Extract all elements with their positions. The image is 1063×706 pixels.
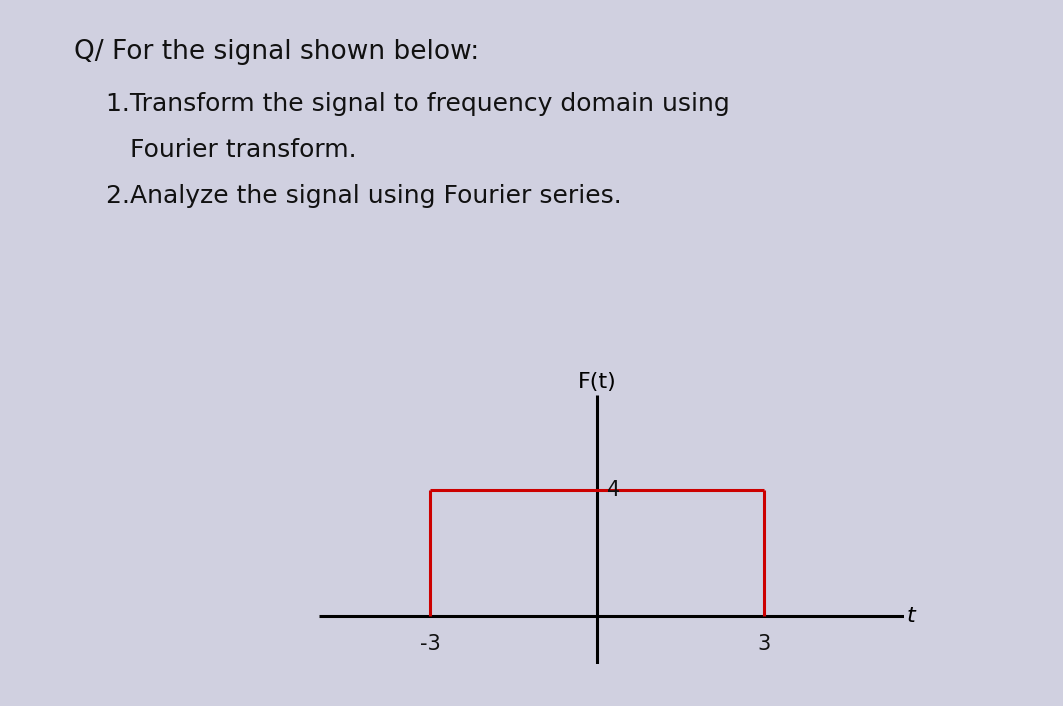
Text: t: t bbox=[907, 606, 915, 626]
Text: Fourier transform.: Fourier transform. bbox=[106, 138, 357, 162]
Text: 4: 4 bbox=[607, 480, 621, 500]
Text: -3: -3 bbox=[420, 634, 441, 654]
Text: 3: 3 bbox=[758, 634, 771, 654]
Text: F(t): F(t) bbox=[578, 372, 617, 393]
Text: Q/ For the signal shown below:: Q/ For the signal shown below: bbox=[74, 39, 479, 65]
Text: 2.Analyze the signal using Fourier series.: 2.Analyze the signal using Fourier serie… bbox=[106, 184, 622, 208]
Text: 1.Transform the signal to frequency domain using: 1.Transform the signal to frequency doma… bbox=[106, 92, 730, 116]
